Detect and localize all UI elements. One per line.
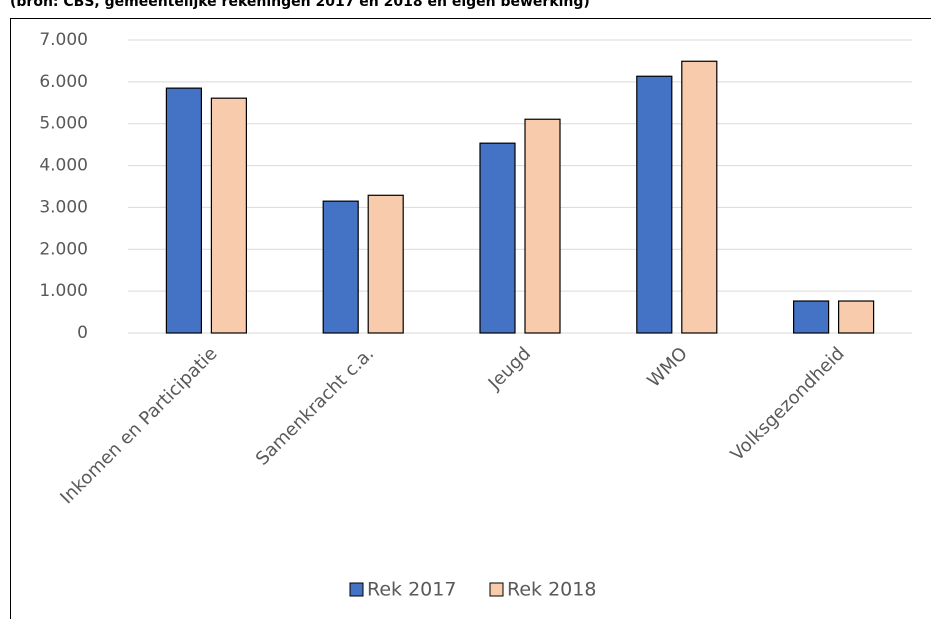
y-tick-label: 5.000 bbox=[39, 114, 88, 134]
y-tick-label: 4.000 bbox=[39, 156, 88, 176]
chart-subtitle: (bron: CBS, gemeentelijke rekeningen 201… bbox=[10, 0, 590, 10]
bar bbox=[681, 60, 718, 334]
y-tick-label: 6.000 bbox=[39, 72, 88, 92]
y-tick-label: 2.000 bbox=[39, 239, 88, 259]
y-tick-label: 7.000 bbox=[39, 30, 88, 50]
legend-label: Rek 2017 bbox=[367, 579, 456, 601]
y-tick-label: 0 bbox=[77, 323, 88, 343]
bar bbox=[165, 87, 202, 334]
bar bbox=[792, 300, 830, 334]
legend-swatch bbox=[349, 582, 364, 597]
legend-label: Rek 2018 bbox=[507, 579, 596, 601]
bar bbox=[636, 75, 673, 334]
bar bbox=[322, 200, 359, 334]
bar bbox=[479, 142, 516, 334]
bar bbox=[524, 118, 561, 334]
legend-swatch bbox=[489, 582, 504, 597]
y-tick-label: 3.000 bbox=[39, 197, 88, 217]
bar bbox=[837, 300, 875, 334]
bar bbox=[210, 97, 247, 334]
y-tick-label: 1.000 bbox=[39, 281, 88, 301]
bar bbox=[367, 194, 404, 334]
chart-border bbox=[10, 18, 931, 619]
